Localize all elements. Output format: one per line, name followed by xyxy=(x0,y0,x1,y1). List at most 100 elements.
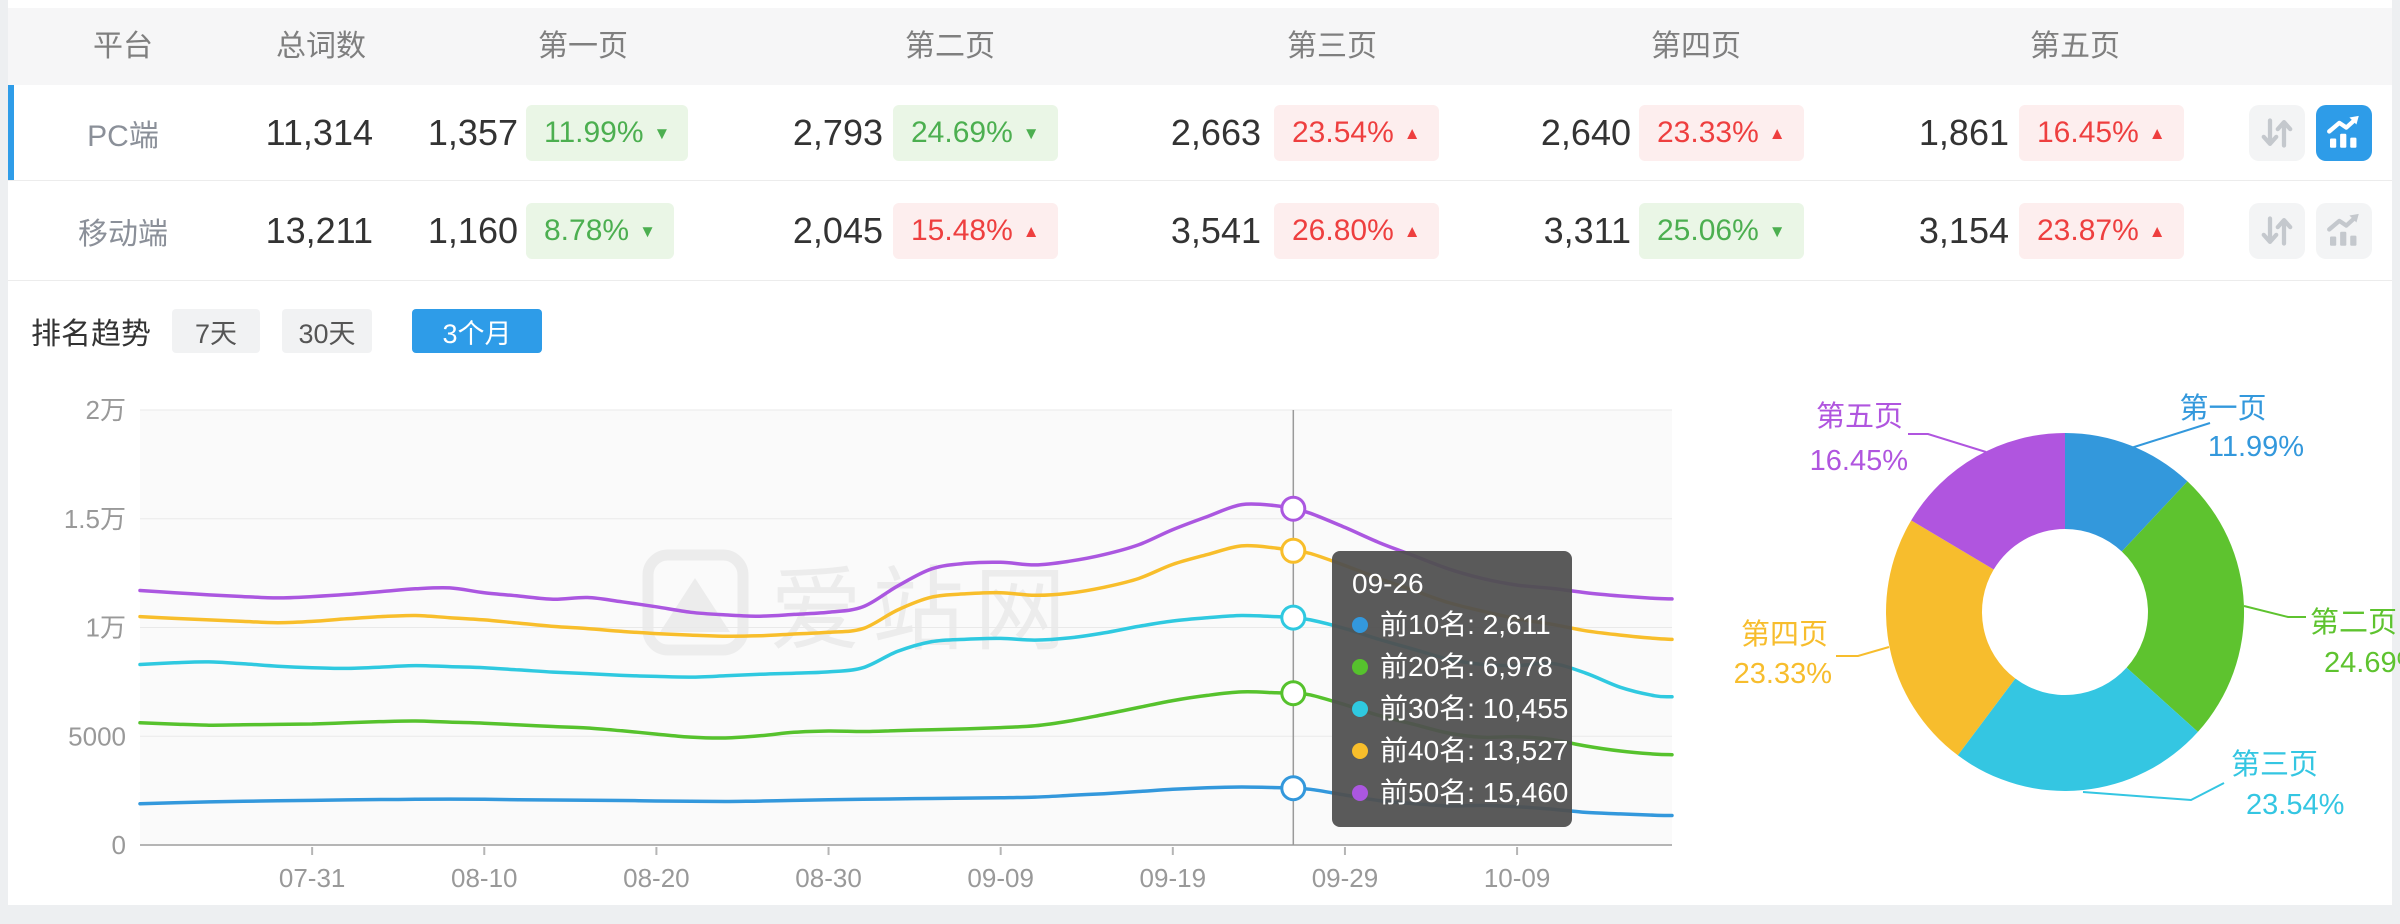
updown-arrows-icon xyxy=(2261,117,2293,148)
donut-label-percent: 11.99% xyxy=(2208,431,2304,463)
page-distribution-donut-chart[interactable]: 第一页 11.99% 第二页 24.69% 第三页 23.54% 第四页 23.33% 第五页 1… xyxy=(1658,350,2400,895)
range-tabs: 7天 30天 3个月 xyxy=(172,309,564,353)
col-header-page4: 第四页 xyxy=(1651,30,1741,63)
series-dot-icon xyxy=(1352,701,1368,717)
percent-value: 25.06% xyxy=(1657,213,1759,247)
platform-cell: PC端 xyxy=(87,119,159,153)
trend-button[interactable] xyxy=(2316,104,2372,161)
down-triangle-icon: ▼ xyxy=(639,221,656,241)
table-row-mobile[interactable]: 移动端 13,211 1,160 8.78% ▼ 2,045 15.48% ▲ 3,541 26.… xyxy=(8,181,2392,281)
platform-cell: 移动端 xyxy=(78,217,168,251)
donut-label-percent: 23.54% xyxy=(2246,789,2344,821)
page5-percent-badge: 16.45% ▲ xyxy=(2019,85,2184,180)
donut-label-name: 第四页 xyxy=(1741,618,1828,651)
hover-marker-前40名 xyxy=(1280,537,1307,564)
donut-slice-第一页[interactable] xyxy=(2065,432,2188,552)
donut-label-name: 第五页 xyxy=(1816,400,1903,433)
page2-percent-badge: 24.69% ▼ xyxy=(893,85,1058,180)
x-axis-label: 09-09 xyxy=(967,863,1034,893)
trend-chart-icon xyxy=(2327,115,2359,148)
donut-callout-line xyxy=(2243,605,2306,618)
down-triangle-icon: ▼ xyxy=(653,123,671,143)
col-header-page2: 第二页 xyxy=(905,30,995,63)
percent-value: 15.48% xyxy=(911,213,1013,247)
updown-arrows-icon xyxy=(2261,215,2293,246)
x-axis-label: 07-31 xyxy=(279,863,346,893)
hover-marker-前30名 xyxy=(1280,604,1307,631)
hover-marker-前10名 xyxy=(1280,775,1307,802)
percent-value: 24.69% xyxy=(911,115,1013,149)
tab-range-3[interactable]: 3个月 xyxy=(412,309,542,353)
donut-label-name: 第一页 xyxy=(2179,392,2266,425)
page4-count: 3,311 xyxy=(1543,209,1631,251)
up-triangle-icon: ▲ xyxy=(2148,123,2166,143)
percent-value: 16.45% xyxy=(2037,115,2139,149)
down-triangle-icon: ▼ xyxy=(1022,123,1040,143)
page3-percent-badge: 26.80% ▲ xyxy=(1274,181,1439,280)
tooltip-row-text: 前40名: 13,527 xyxy=(1380,735,1569,766)
tab-range-1[interactable]: 7天 xyxy=(172,309,260,353)
page5-count: 1,861 xyxy=(1918,111,2009,153)
x-axis-label: 10-09 xyxy=(1484,863,1551,893)
donut-label-name: 第二页 xyxy=(2310,606,2397,639)
x-axis-label: 08-10 xyxy=(451,863,518,893)
tooltip-row-text: 前10名: 2,611 xyxy=(1380,609,1551,640)
page3-percent-badge: 23.54% ▲ xyxy=(1274,85,1439,180)
total-words-cell: 13,211 xyxy=(265,209,373,251)
col-header-platform: 平台 xyxy=(93,30,153,63)
percent-value: 26.80% xyxy=(1292,213,1394,247)
hover-marker-前50名 xyxy=(1280,495,1307,522)
up-triangle-icon: ▲ xyxy=(1403,221,1421,241)
percent-value: 11.99% xyxy=(544,115,644,149)
col-header-page1: 第一页 xyxy=(538,30,628,63)
compare-button[interactable] xyxy=(2249,104,2305,161)
trend-chart-icon xyxy=(2327,213,2359,246)
page1-percent-badge: 11.99% ▼ xyxy=(526,85,689,180)
tooltip-row: 前40名: 13,527 xyxy=(1352,730,1568,772)
trend-section-header: 排名趋势 7天 30天 3个月 xyxy=(31,305,564,357)
tooltip-rows: 前10名: 2,611 前20名: 6,978 前30名: 10,455 前40名: … xyxy=(1352,604,1568,814)
tooltip-row: 前20名: 6,978 xyxy=(1352,646,1553,688)
col-header-page5: 第五页 xyxy=(2030,30,2120,63)
page2-count: 2,793 xyxy=(792,111,883,153)
tab-range-2[interactable]: 30天 xyxy=(282,309,372,353)
trend-title: 排名趋势 xyxy=(31,318,151,351)
y-axis-label: 0 xyxy=(112,830,126,860)
y-axis-label: 1万 xyxy=(86,613,126,643)
page3-count: 3,541 xyxy=(1170,209,1261,251)
page1-count: 1,357 xyxy=(427,111,518,153)
content-card: 平台 总词数 第一页 第二页 第三页 第四页 第五页 PC端 11,314 1,35… xyxy=(8,0,2400,905)
donut-slice-第五页[interactable] xyxy=(1911,433,2065,570)
row-actions xyxy=(2249,181,2372,280)
up-triangle-icon: ▲ xyxy=(1403,123,1421,143)
table-body: PC端 11,314 1,357 11.99% ▼ 2,793 24.69% ▼ 2,663 23… xyxy=(8,85,2392,281)
table-row-pc[interactable]: PC端 11,314 1,357 11.99% ▼ 2,793 24.69% ▼ 2,663 23… xyxy=(8,85,2392,181)
donut-label-percent: 16.45% xyxy=(1810,445,1908,477)
donut-slice-第二页[interactable] xyxy=(2121,481,2245,732)
hover-marker-前20名 xyxy=(1280,680,1307,707)
trend-button[interactable] xyxy=(2316,202,2372,259)
compare-button[interactable] xyxy=(2249,202,2305,259)
series-dot-icon xyxy=(1352,617,1368,633)
page1-percent-badge: 8.78% ▼ xyxy=(526,181,674,280)
col-header-total-words: 总词数 xyxy=(276,30,366,63)
donut-slice-第三页[interactable] xyxy=(1957,667,2198,791)
col-header-page3: 第三页 xyxy=(1287,30,1377,63)
page4-percent-badge: 25.06% ▼ xyxy=(1639,181,1804,280)
page2-percent-badge: 15.48% ▲ xyxy=(893,181,1058,280)
percent-value: 23.33% xyxy=(1657,115,1759,149)
page5-percent-badge: 23.87% ▲ xyxy=(2019,181,2184,280)
donut-slice-第四页[interactable] xyxy=(1886,520,2016,756)
donut-callout-line xyxy=(2082,782,2225,802)
percent-value: 23.87% xyxy=(2037,213,2139,247)
tooltip-row-text: 前50名: 15,460 xyxy=(1380,777,1569,808)
total-words-cell: 11,314 xyxy=(265,111,373,153)
svg-text:爱站网: 爱站网 xyxy=(770,560,1076,662)
donut-callout-line xyxy=(1836,646,1890,657)
x-axis-label: 09-29 xyxy=(1312,863,1379,893)
row-actions xyxy=(2249,85,2372,180)
x-axis-label: 09-19 xyxy=(1140,863,1207,893)
donut-label-percent: 23.33% xyxy=(1734,658,1832,690)
donut-callout-line xyxy=(1908,433,1987,453)
